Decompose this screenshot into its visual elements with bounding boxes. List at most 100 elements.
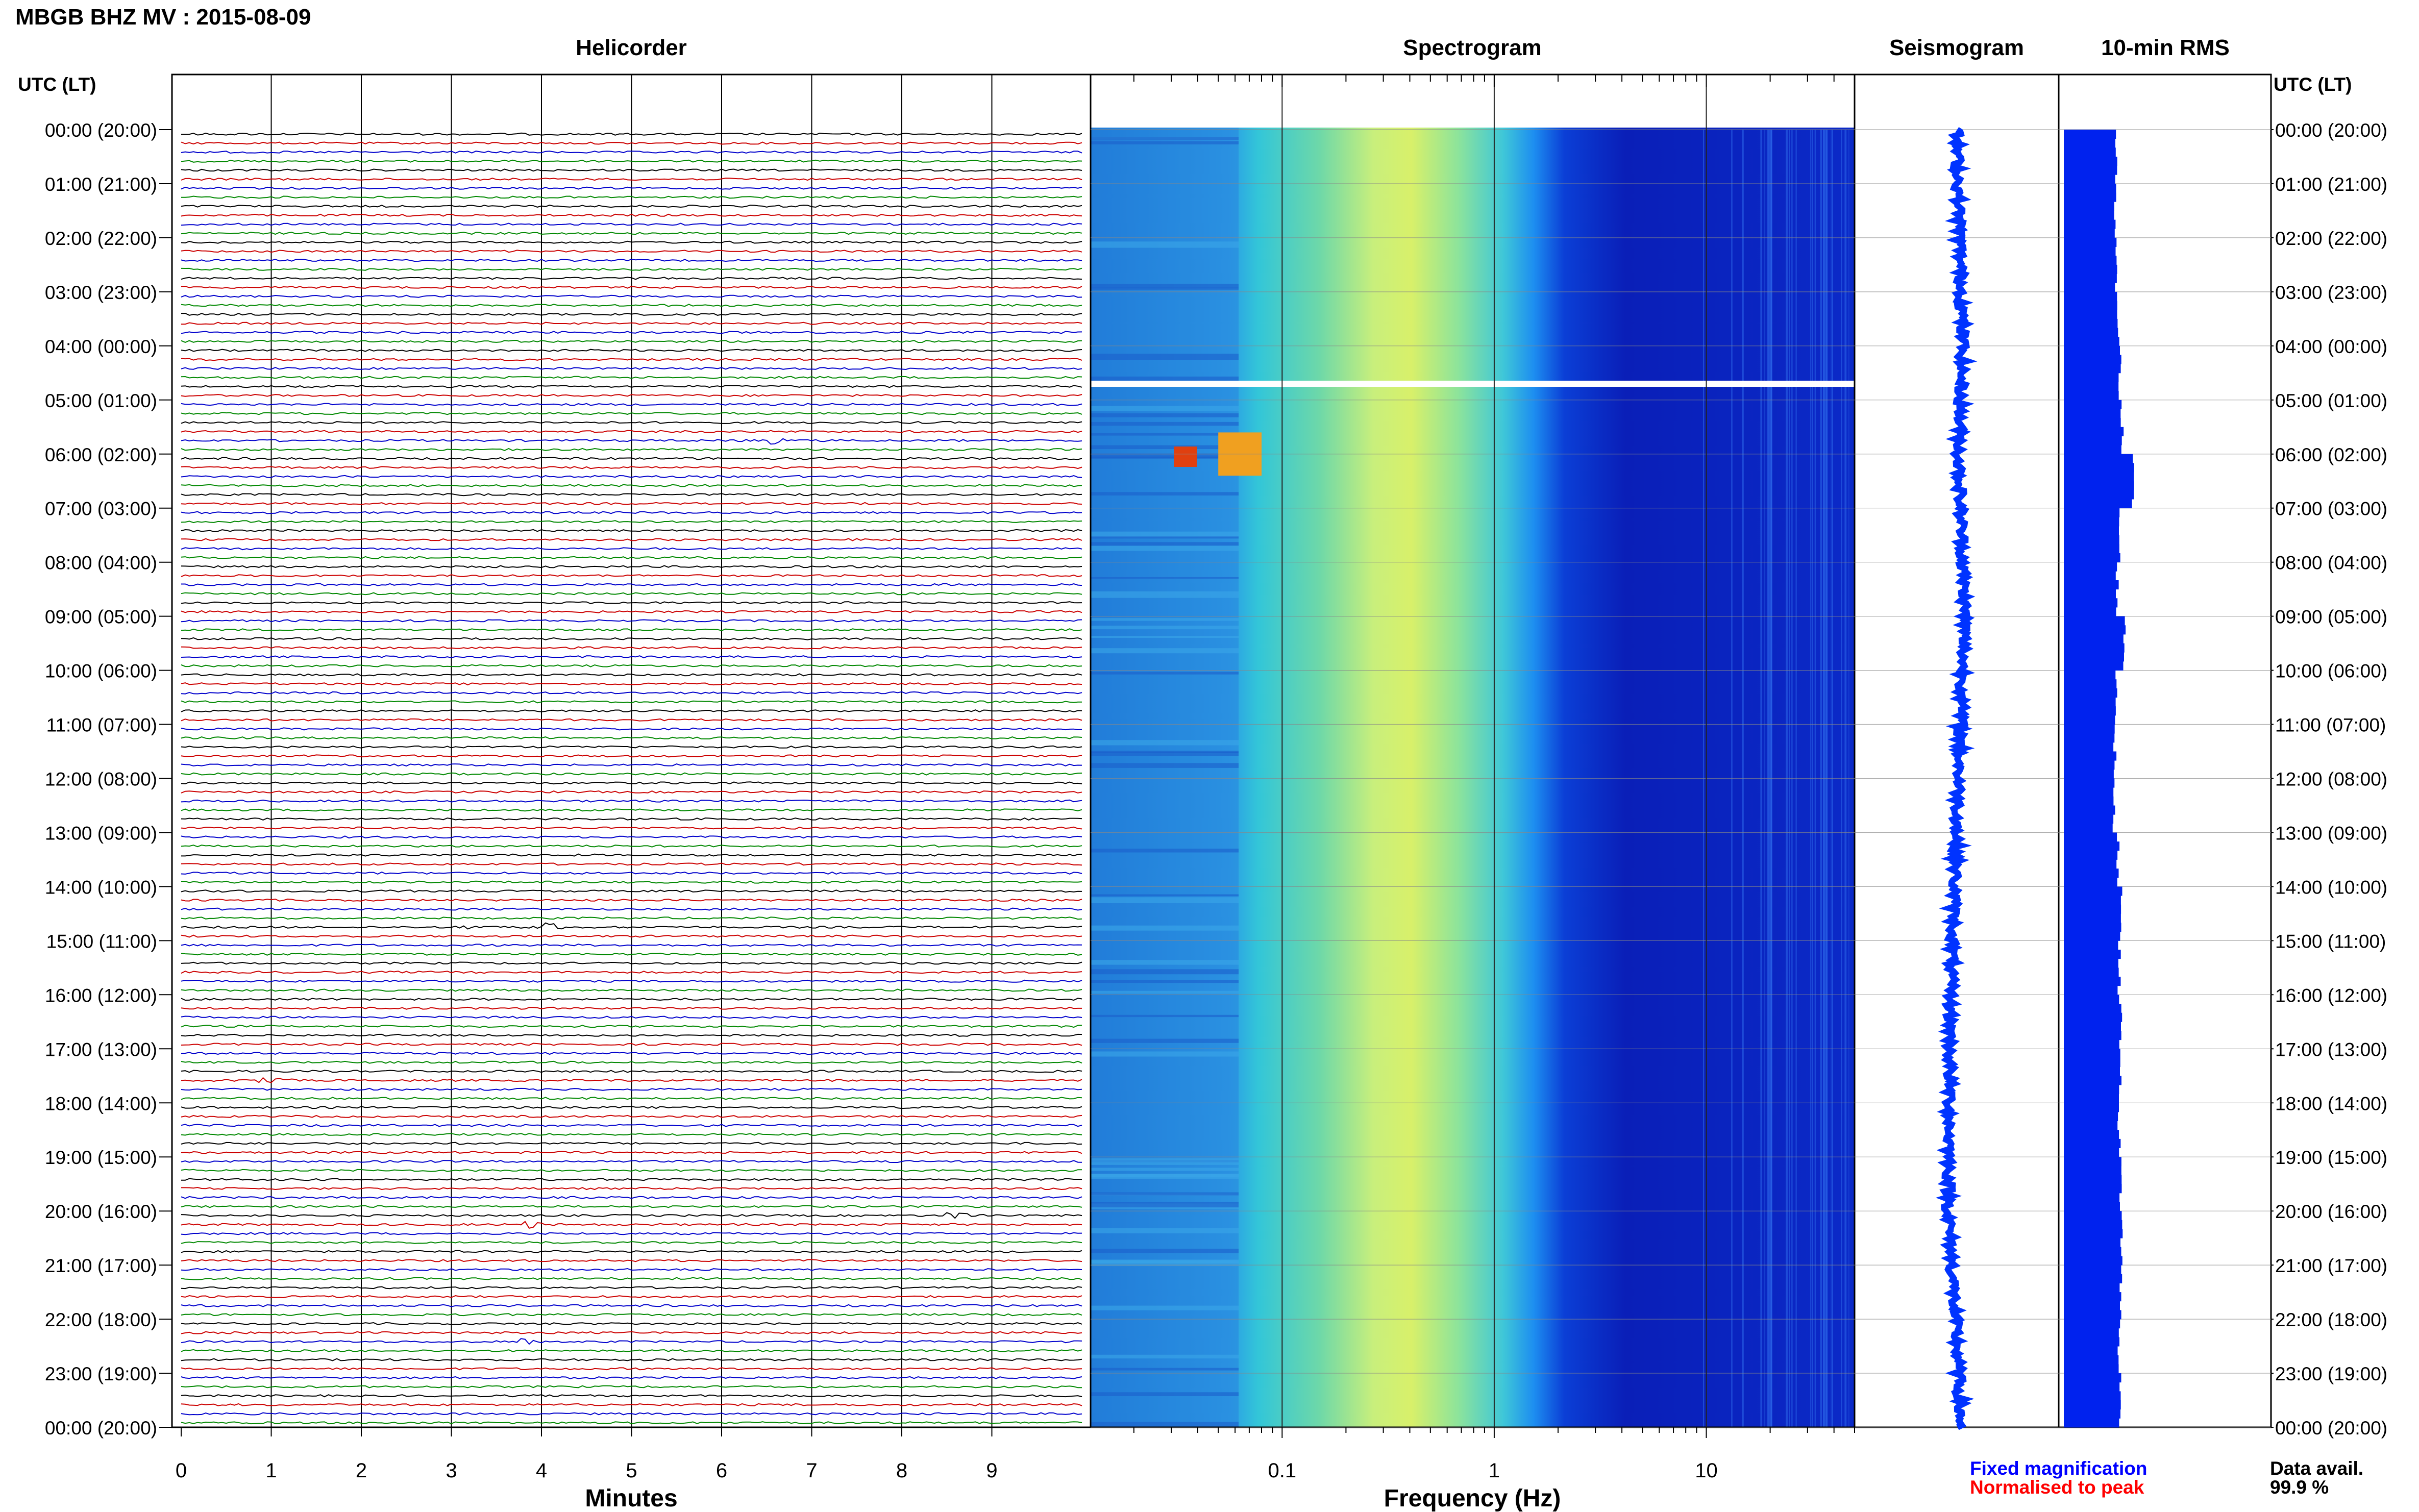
panel-title-seismogram: Seismogram [1889,35,2024,60]
rms-bar [2064,616,2125,626]
time-label-right: 05:00 (01:00) [2275,390,2387,411]
spectrogram-stripe [1091,284,1239,288]
rms-bar [2064,1337,2119,1347]
spectrogram-stripe [1091,849,1239,853]
rms-bar [2064,202,2114,211]
helicorder-trace [181,159,1082,163]
rms-bar [2064,237,2117,247]
helicorder-x-ticks: 0 1 2 3 4 5 6 7 8 9 [176,1427,998,1482]
time-label-right: 20:00 (16:00) [2275,1201,2387,1222]
data-availability-value: 99.9 % [2270,1477,2329,1498]
spectrogram-stripe [1091,433,1239,436]
legend-fixed-magnification: Fixed magnification [1970,1458,2147,1479]
helicorder-trace [181,304,1082,307]
rms-bar [2064,1211,2122,1221]
rms-bar [2064,661,2124,671]
helicorder-trace [181,754,1082,758]
helicorder-trace [181,718,1082,722]
rms-bar [2064,715,2115,725]
spectrogram-stripe [1091,406,1239,411]
time-label-right: 00:00 (20:00) [2275,1418,2387,1439]
minute-tick-label: 7 [806,1459,817,1482]
rms-bar [2064,184,2116,193]
time-label-left: 17:00 (13:00) [45,1039,157,1060]
spectrogram-stripe [1091,894,1239,897]
spectrogram-stripe [1091,752,1239,756]
helicorder-trace [181,1006,1082,1010]
helicorder-trace [181,312,1082,316]
rms-bar [2064,1148,2119,1157]
helicorder-trace [181,1060,1082,1064]
rms-bar [2064,670,2116,680]
rms-bar [2064,571,2116,581]
helicorder-trace [181,1295,1082,1298]
rms-bar [2064,138,2115,148]
rms-bar [2064,553,2120,563]
helicorder-trace [181,438,1082,445]
time-label-left: 11:00 (07:00) [46,715,157,736]
time-label-left: 16:00 (12:00) [45,985,157,1006]
time-label-right: 19:00 (15:00) [2275,1147,2387,1168]
helicorder-trace [181,1159,1082,1163]
time-label-left: 23:00 (19:00) [45,1364,157,1384]
rms-bar [2064,742,2114,752]
helicorder-trace [181,1385,1082,1389]
rms-bar [2064,1274,2122,1283]
helicorder-trace [181,294,1082,298]
helicorder-trace [181,1421,1082,1425]
rms-bar [2064,977,2121,986]
minute-tick-label: 0 [176,1459,187,1482]
right-time-labels: 00:00 (20:00) 01:00 (21:00) 02:00 (22:00) 0… [2271,120,2387,1439]
rms-bar [2064,1220,2122,1229]
rms-bar [2064,679,2117,689]
rms-bar [2064,787,2114,797]
rms-bar [2064,318,2118,328]
helicorder-traces [181,132,1082,1425]
spectrogram-stripe [1091,1174,1239,1178]
rms-bar [2064,913,2121,923]
rms-bar [2064,328,2118,337]
time-label-left: 10:00 (06:00) [45,661,157,682]
rms-bar [2064,706,2116,716]
rms-bar [2064,697,2116,707]
rms-bar [2064,436,2122,445]
helicorder-trace [181,412,1082,415]
helicorder-trace [181,178,1082,181]
helicorder-trace [181,835,1082,839]
rms-bar [2064,165,2117,175]
rms-bar [2064,508,2120,517]
helicorder-trace [181,691,1082,695]
time-label-left: 01:00 (21:00) [45,174,157,195]
spectrogram-stripe [1091,1051,1239,1057]
helicorder-trace [181,610,1082,613]
rms-bar [2064,1049,2120,1058]
helicorder-trace [181,1151,1082,1154]
rms-bar [2064,382,2119,391]
time-label-left: 04:00 (00:00) [45,336,157,357]
spectrogram-stripe [1091,990,1239,994]
spectrogram-stripe [1091,1259,1239,1263]
rms-bar [2064,950,2121,959]
helicorder-trace [181,592,1082,596]
time-label-left: 21:00 (17:00) [45,1255,157,1276]
helicorder-trace [181,880,1082,884]
helicorder-trace [181,502,1082,505]
helicorder-trace [181,1097,1082,1100]
helicorder-trace [181,1394,1082,1398]
rms-bar [2064,823,2113,833]
rms-bar [2064,219,2116,229]
helicorder-trace [181,1412,1082,1416]
helicorder-trace [181,1196,1082,1199]
time-label-right: 23:00 (19:00) [2275,1364,2387,1384]
rms-bar [2064,301,2117,310]
spectrogram-stripe [1091,1305,1239,1310]
rms-bar [2064,1031,2121,1040]
minute-tick-label: 5 [626,1459,637,1482]
helicorder-trace [181,1403,1082,1406]
rms-bar [2064,472,2134,482]
helicorder-trace [181,1133,1082,1136]
helicorder-trace [181,889,1082,893]
helicorder-trace [181,988,1082,992]
time-label-left: 07:00 (03:00) [45,499,157,519]
rms-bar [2064,769,2114,779]
